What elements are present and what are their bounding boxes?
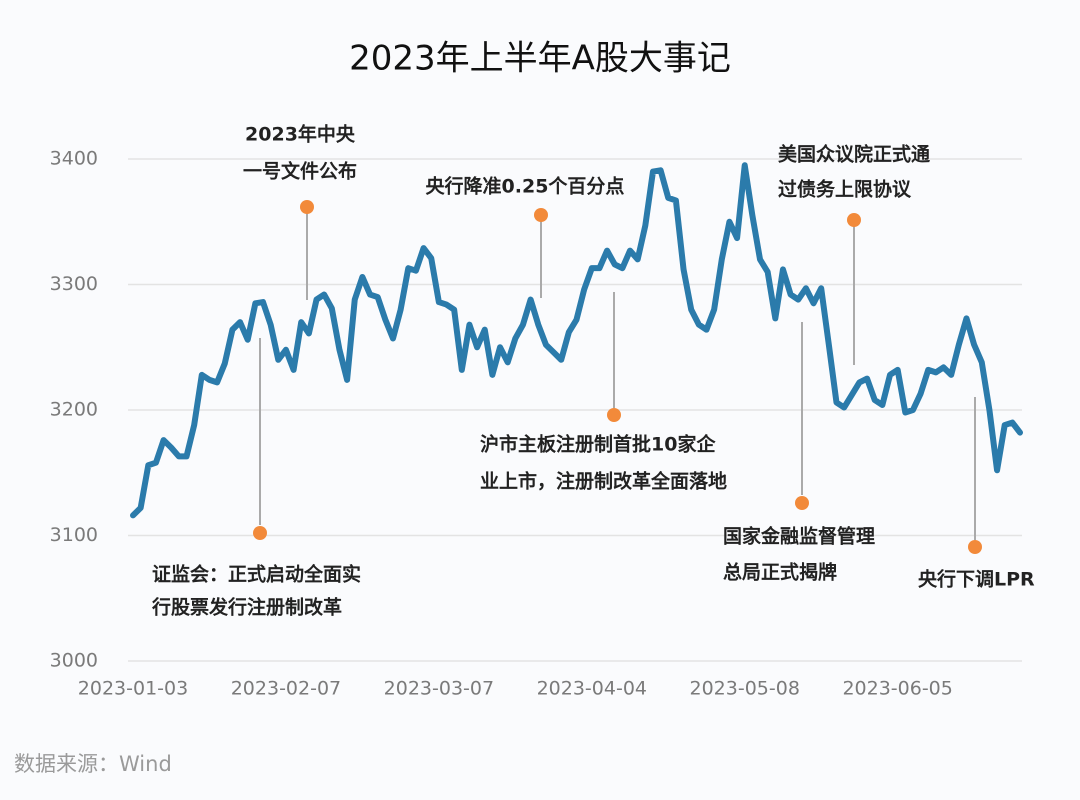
x-tick-label: 2023-02-07 [231, 678, 341, 700]
annotation-text: 总局正式揭牌 [723, 561, 837, 584]
price-line [130, 162, 1023, 519]
x-tick-label: 2023-04-04 [537, 678, 647, 700]
x-tick-label: 2023-06-05 [842, 678, 952, 700]
annotation-text: 业上市，注册制改革全面落地 [480, 470, 727, 493]
y-tick-label: 3100 [50, 524, 98, 546]
annotation-text: 一号文件公布 [243, 160, 357, 183]
annotation-dot [968, 540, 982, 554]
annotation-dot [534, 208, 548, 222]
annotation-text: 行股票发行注册制改革 [151, 596, 342, 619]
y-tick-label: 3000 [50, 650, 98, 672]
annotation-dot [795, 496, 809, 510]
annotation-dot [300, 200, 314, 214]
annotation-dot [847, 213, 861, 227]
chart-title: 2023年上半年A股大事记 [349, 39, 731, 79]
annotation-text: 央行下调LPR [918, 568, 1035, 591]
x-tick-label: 2023-01-03 [78, 678, 188, 700]
annotation-text: 过债务上限协议 [778, 178, 912, 201]
annotation-text: 国家金融监督管理 [723, 525, 875, 548]
annotation-dot [253, 526, 267, 540]
annotation-text: 证监会：正式启动全面实 [152, 563, 361, 586]
annotation-text: 沪市主板注册制首批10家企 [480, 433, 716, 456]
x-tick-label: 2023-03-07 [384, 678, 494, 700]
annotation-text: 央行降准0.25个百分点 [426, 175, 625, 198]
source-note: 数据来源：Wind [14, 752, 172, 776]
annotation-text: 美国众议院正式通 [778, 143, 931, 166]
y-tick-label: 3200 [50, 399, 98, 421]
y-tick-label: 3300 [50, 273, 98, 295]
annotation-text: 2023年中央 [245, 123, 356, 146]
x-tick-label: 2023-05-08 [690, 678, 800, 700]
annotation-dot [607, 408, 621, 422]
y-tick-label: 3400 [50, 148, 98, 170]
